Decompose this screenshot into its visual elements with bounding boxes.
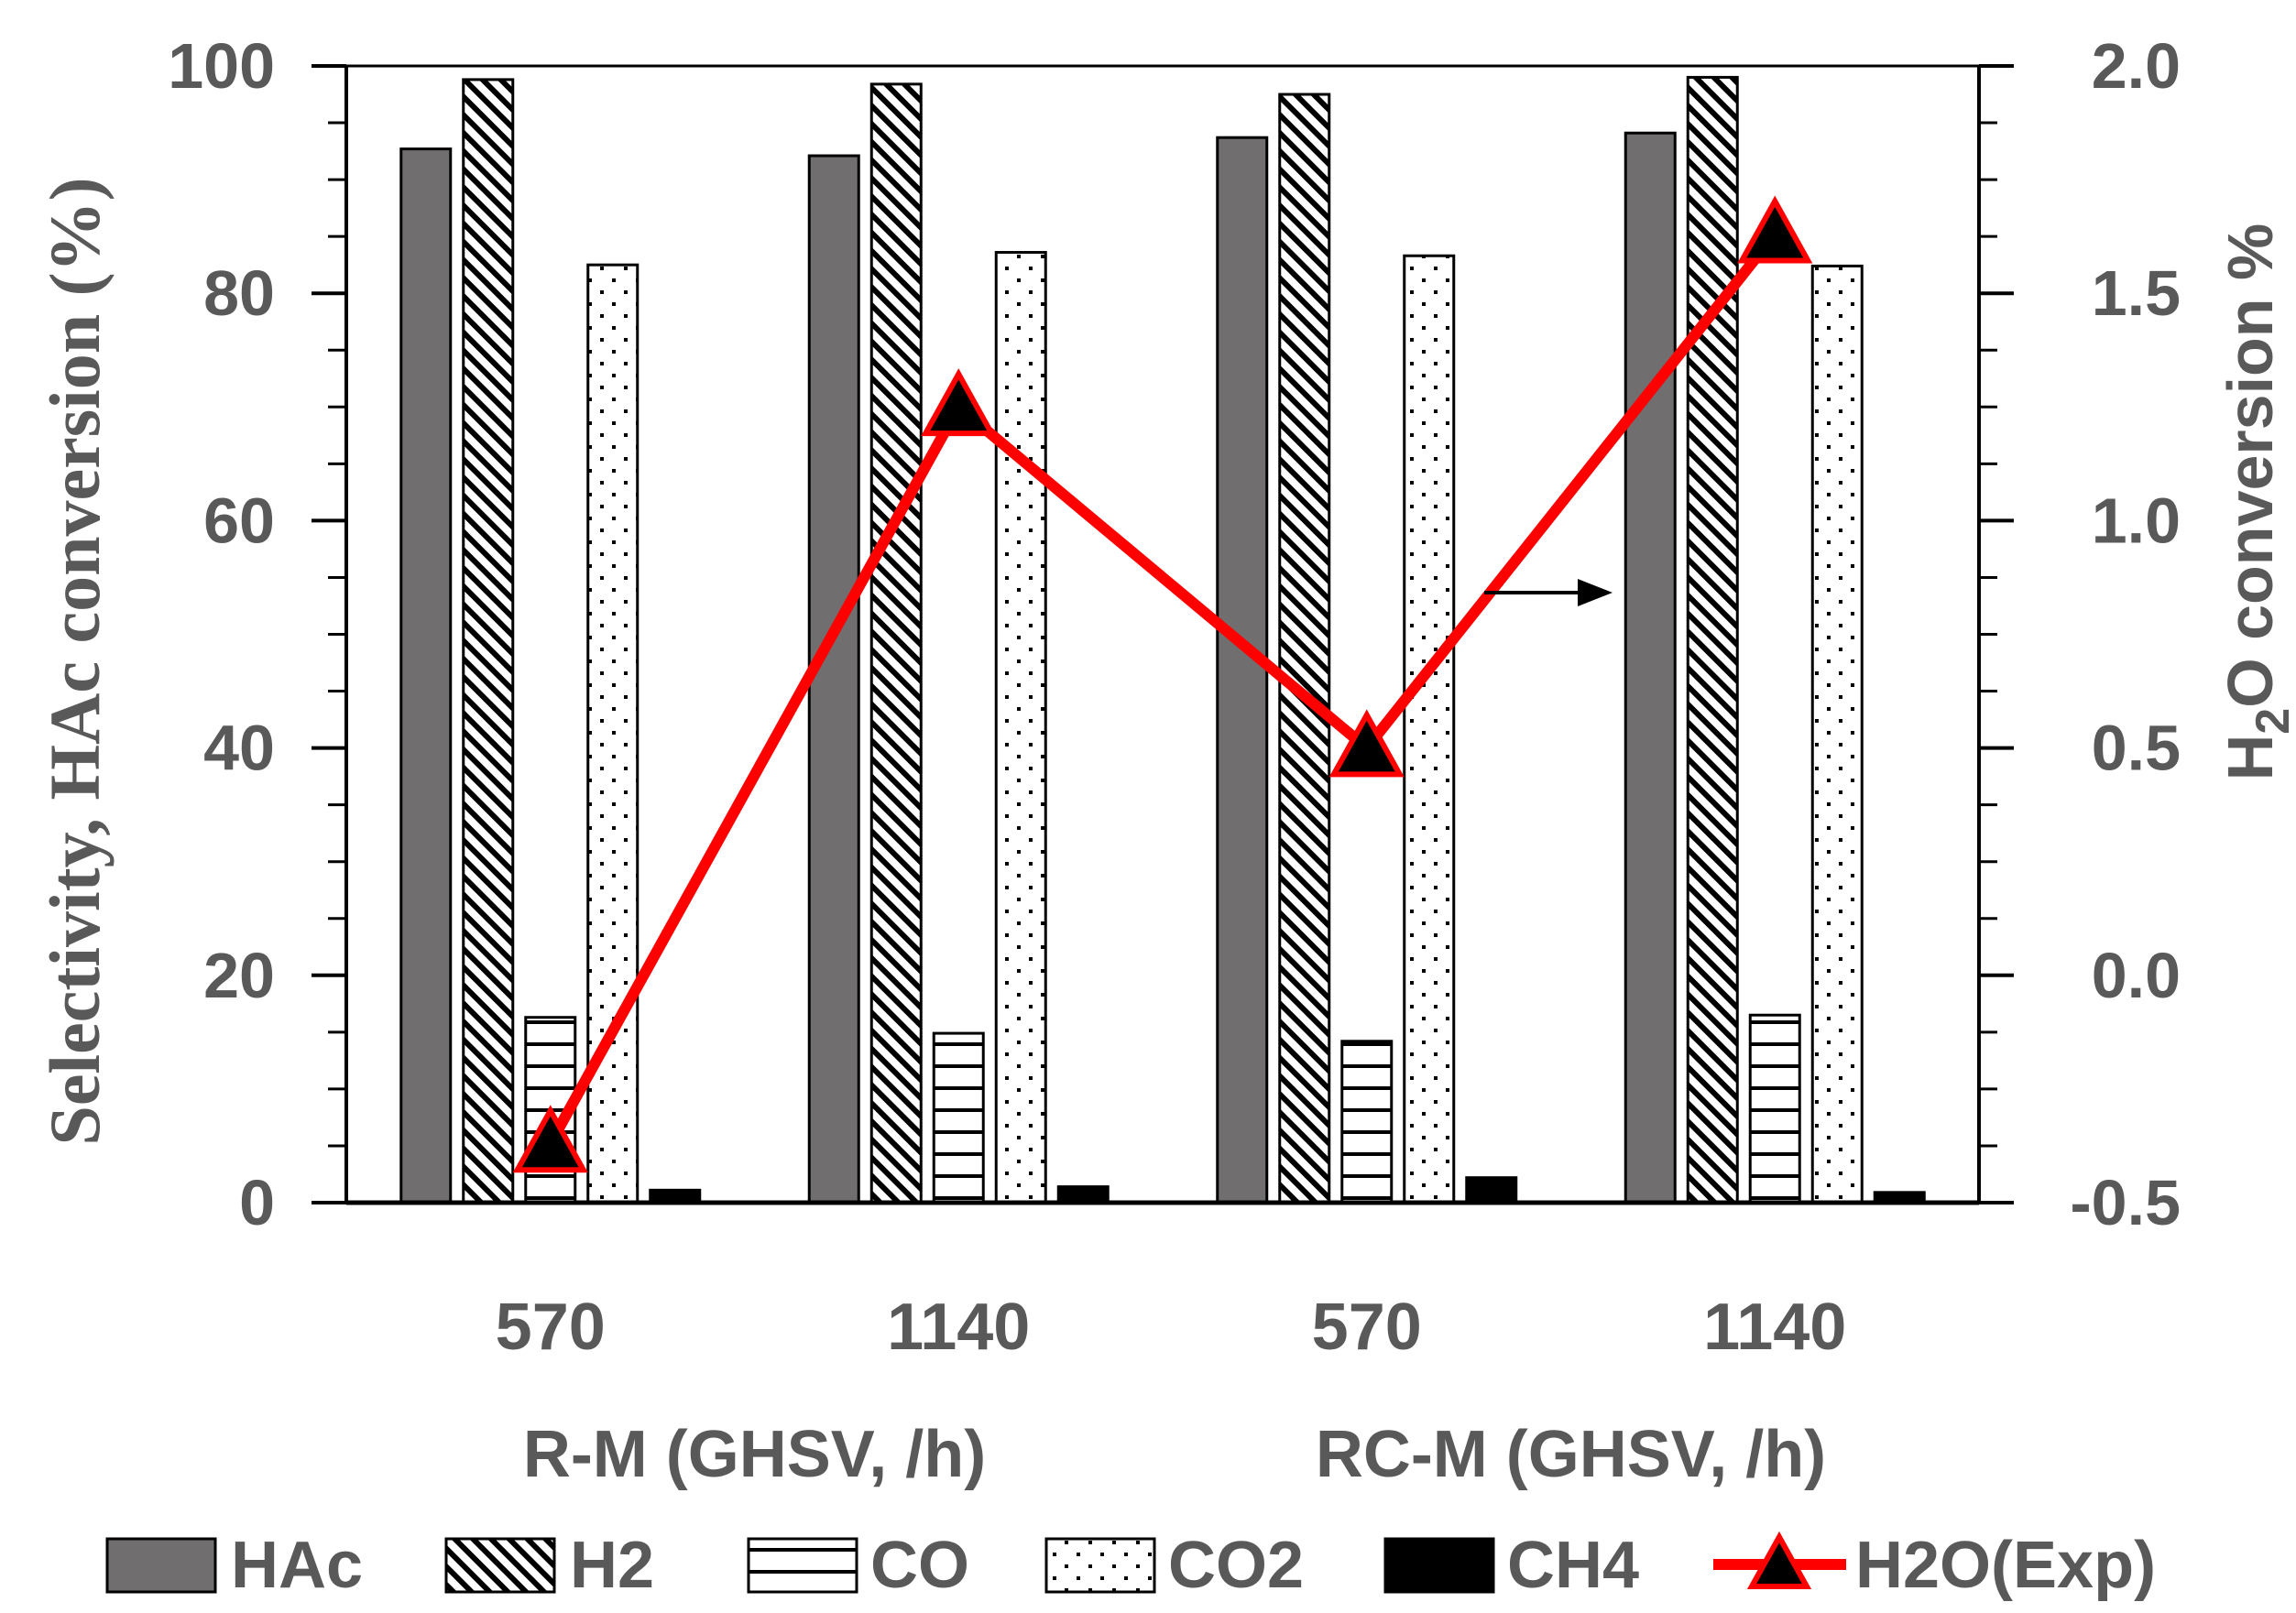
category-label: 570 — [1312, 1291, 1422, 1364]
bar-h2 — [869, 82, 923, 1204]
legend-swatch-hac — [105, 1537, 217, 1594]
marker-h2o-exp — [1737, 195, 1813, 264]
bar-hac — [399, 147, 453, 1204]
y-tick-label: 80 — [203, 257, 275, 329]
legend-swatch-co2 — [1044, 1537, 1156, 1594]
y2-tick-label: 1.5 — [2092, 257, 2181, 329]
legend: HAc H2 CO CO2 CH4 H2O(Exp) — [105, 1529, 2156, 1602]
group-label: R-M (GHSV, /h) — [523, 1418, 986, 1491]
marker-h2o-exp — [1328, 709, 1405, 778]
bar-h2 — [1686, 75, 1739, 1204]
legend-label: H2 — [570, 1529, 654, 1602]
y2-tick-label: -0.5 — [2070, 1167, 2181, 1238]
category-label: 570 — [496, 1291, 606, 1364]
bar-co — [932, 1031, 985, 1204]
marker-h2o-exp — [512, 1105, 588, 1173]
bar-hac — [1216, 136, 1269, 1204]
bar-co2 — [994, 251, 1047, 1204]
bar-ch4 — [1465, 1176, 1518, 1204]
y2-axis-title: H2O conversion % — [2214, 223, 2296, 781]
y-tick-label: 0 — [239, 1167, 275, 1238]
bar-co — [1748, 1013, 1801, 1204]
line-h2o-exp — [545, 230, 1779, 1147]
category-label: 1140 — [887, 1291, 1030, 1364]
bar-hac — [807, 154, 860, 1204]
bar-co2 — [1403, 254, 1456, 1204]
y2-tick-label: 0.5 — [2092, 713, 2181, 784]
category-label: 1140 — [1703, 1291, 1846, 1364]
marker-h2o-exp — [921, 368, 997, 437]
legend-marker-h2o-exp — [1746, 1531, 1812, 1589]
bar-co2 — [586, 263, 640, 1204]
legend-swatch-co — [747, 1537, 858, 1594]
legend-label: CO — [870, 1529, 969, 1602]
group-label: RC-M (GHSV, /h) — [1316, 1418, 1826, 1491]
legend-swatch-ch4 — [1383, 1537, 1495, 1594]
bar-co — [1340, 1040, 1394, 1204]
y-tick-label: 100 — [168, 30, 275, 102]
y-tick-label: 60 — [203, 485, 275, 556]
y2-tick-label: 2.0 — [2092, 30, 2181, 102]
legend-label: H2O(Exp) — [1855, 1529, 2156, 1602]
plot-area: 0 20 40 60 80 100 -0.5 0.0 0.5 1.0 1.5 2.0 570 1140 57… — [168, 30, 2181, 1491]
bar-h2 — [1278, 93, 1331, 1204]
y-tick-label: 40 — [203, 713, 275, 784]
bar-co2 — [1810, 264, 1864, 1204]
bar-hac — [1624, 131, 1677, 1204]
bar-h2 — [462, 78, 515, 1204]
y2-tick-label: 1.0 — [2092, 485, 2181, 556]
bar-ch4 — [1056, 1185, 1110, 1204]
legend-swatch-h2 — [444, 1537, 556, 1594]
legend-label: CH4 — [1507, 1529, 1639, 1602]
y2-tick-label: 0.0 — [2092, 940, 2181, 1011]
axis-arrow-head — [1578, 579, 1613, 606]
y-tick-label: 20 — [203, 940, 275, 1011]
y-axis-title: Selectivity, HAc conversion (%) — [35, 177, 115, 1145]
legend-label: CO2 — [1168, 1529, 1304, 1602]
legend-label: HAc — [231, 1529, 363, 1602]
